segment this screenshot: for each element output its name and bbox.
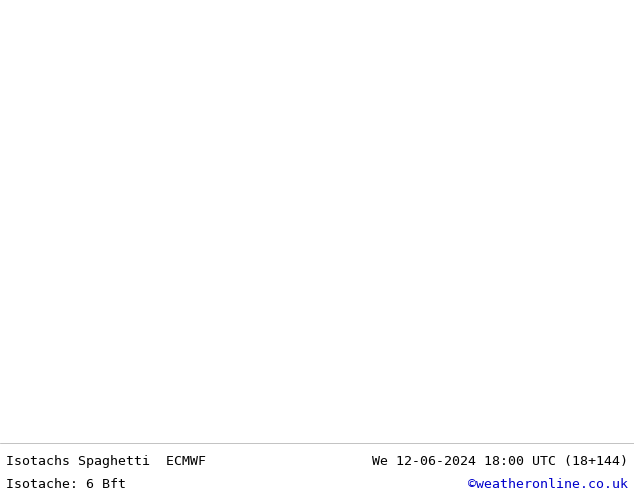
- Text: Isotachs Spaghetti  ECMWF: Isotachs Spaghetti ECMWF: [6, 455, 206, 468]
- Text: We 12-06-2024 18:00 UTC (18+144): We 12-06-2024 18:00 UTC (18+144): [372, 455, 628, 468]
- Text: Isotache: 6 Bft: Isotache: 6 Bft: [6, 478, 126, 490]
- Text: ©weatheronline.co.uk: ©weatheronline.co.uk: [468, 478, 628, 490]
